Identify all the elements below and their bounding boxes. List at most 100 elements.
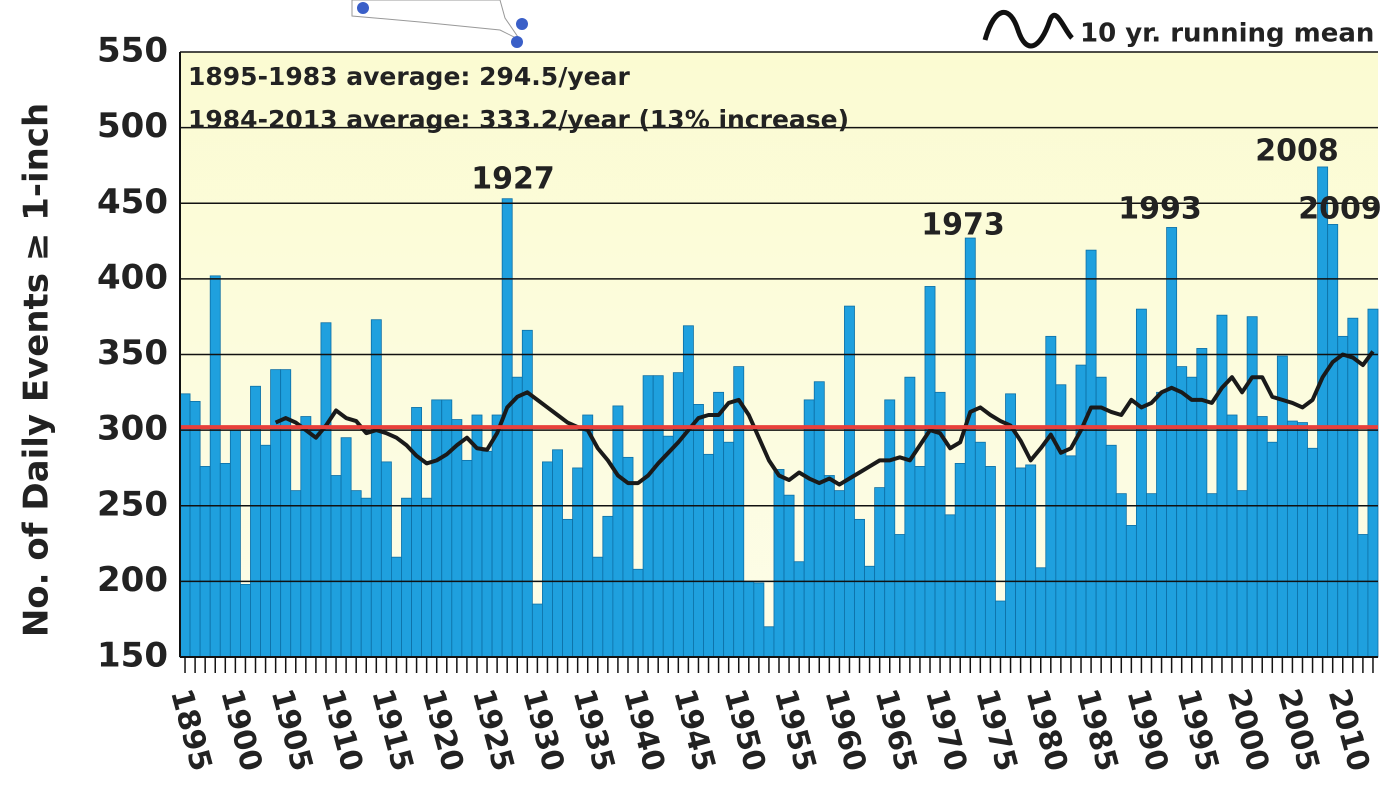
bar xyxy=(481,450,493,658)
bar xyxy=(401,497,412,658)
bar xyxy=(1166,227,1178,658)
bar xyxy=(984,466,996,658)
x-tick-label: 1995 xyxy=(1170,685,1225,775)
bar xyxy=(743,580,755,658)
y-tick-label: 250 xyxy=(97,484,168,524)
x-tick-label: 1910 xyxy=(314,685,369,775)
x-tick-label: 1915 xyxy=(364,685,419,775)
bar xyxy=(350,490,362,658)
bar xyxy=(1337,335,1349,658)
bar xyxy=(1236,490,1248,658)
y-tick-label: 350 xyxy=(97,333,168,373)
bar xyxy=(1075,364,1087,658)
x-tick-label: 1980 xyxy=(1019,685,1074,775)
bar xyxy=(552,449,563,658)
legend-label: 10 yr. running mean xyxy=(1080,19,1374,49)
bar xyxy=(703,453,714,658)
bar xyxy=(1297,422,1308,658)
bar xyxy=(592,556,604,658)
bar xyxy=(260,444,272,658)
bar xyxy=(995,600,1006,658)
bar xyxy=(1256,416,1268,658)
bar xyxy=(199,466,211,658)
x-tick-label: 2000 xyxy=(1220,685,1275,775)
bar xyxy=(854,518,865,658)
bar xyxy=(431,399,443,658)
bar xyxy=(612,405,624,658)
bar xyxy=(380,461,392,658)
x-tick-label: 1955 xyxy=(767,685,822,775)
bar xyxy=(1025,464,1037,658)
bar xyxy=(1176,366,1188,658)
bar xyxy=(964,237,976,658)
x-tick-label: 1950 xyxy=(717,685,772,775)
bar xyxy=(511,376,523,658)
bar xyxy=(753,582,765,658)
bar xyxy=(944,514,956,658)
bar xyxy=(803,399,815,658)
bar xyxy=(1327,224,1339,658)
bar xyxy=(813,381,825,658)
x-tick-label: 1990 xyxy=(1119,685,1174,775)
bar xyxy=(330,475,342,658)
y-tick-label: 500 xyxy=(97,106,168,146)
bar xyxy=(773,469,785,658)
x-tick-label: 1985 xyxy=(1069,685,1124,775)
bar xyxy=(602,515,614,658)
bar xyxy=(642,375,654,658)
bar xyxy=(1347,317,1359,658)
bar xyxy=(693,404,704,658)
bar xyxy=(421,497,433,658)
y-tick-label: 400 xyxy=(97,257,168,297)
bar xyxy=(1125,525,1137,658)
x-tick-label: 1935 xyxy=(566,685,621,775)
bar xyxy=(1146,493,1157,658)
bar xyxy=(219,462,231,658)
bar xyxy=(1015,467,1027,658)
bar xyxy=(682,325,694,658)
annotation: 1984-2013 average: 333.2/year (13% incre… xyxy=(188,105,849,134)
bar xyxy=(1216,314,1228,658)
x-tick-label: 1975 xyxy=(968,685,1023,775)
bar xyxy=(441,399,453,658)
bar xyxy=(340,437,352,658)
bar xyxy=(209,275,221,658)
annotation: 1895-1983 average: 294.5/year xyxy=(188,62,630,91)
bar xyxy=(391,556,402,658)
x-tick-label: 1965 xyxy=(868,685,923,775)
bar xyxy=(280,369,292,658)
y-tick-label: 550 xyxy=(97,31,168,71)
bar xyxy=(229,429,241,658)
bar xyxy=(451,419,463,658)
bar xyxy=(360,497,372,658)
annotation: 1973 xyxy=(921,208,1005,243)
x-tick-label: 1925 xyxy=(465,685,520,775)
bar xyxy=(189,400,201,658)
bar xyxy=(1246,316,1258,658)
bar xyxy=(1045,335,1057,658)
bar xyxy=(823,475,835,658)
bar xyxy=(370,319,382,658)
x-tick-label: 1920 xyxy=(415,685,470,775)
y-tick-label: 300 xyxy=(97,409,168,449)
bar xyxy=(1156,391,1167,658)
bar xyxy=(833,490,845,658)
bar xyxy=(1135,308,1147,658)
bar xyxy=(783,494,795,658)
bar xyxy=(723,441,735,658)
bar xyxy=(894,534,906,658)
bar xyxy=(1226,414,1238,658)
bar xyxy=(240,584,251,658)
annotation: 1927 xyxy=(471,162,555,197)
annotation: 2008 xyxy=(1255,134,1339,169)
x-tick-label: 1905 xyxy=(264,685,319,775)
bar xyxy=(310,426,322,658)
bar xyxy=(1317,166,1329,658)
y-tick-label: 450 xyxy=(97,182,168,222)
bar xyxy=(1115,493,1127,658)
bar xyxy=(179,393,191,658)
bar xyxy=(1266,441,1278,658)
bar xyxy=(521,329,533,658)
bar xyxy=(974,441,986,658)
